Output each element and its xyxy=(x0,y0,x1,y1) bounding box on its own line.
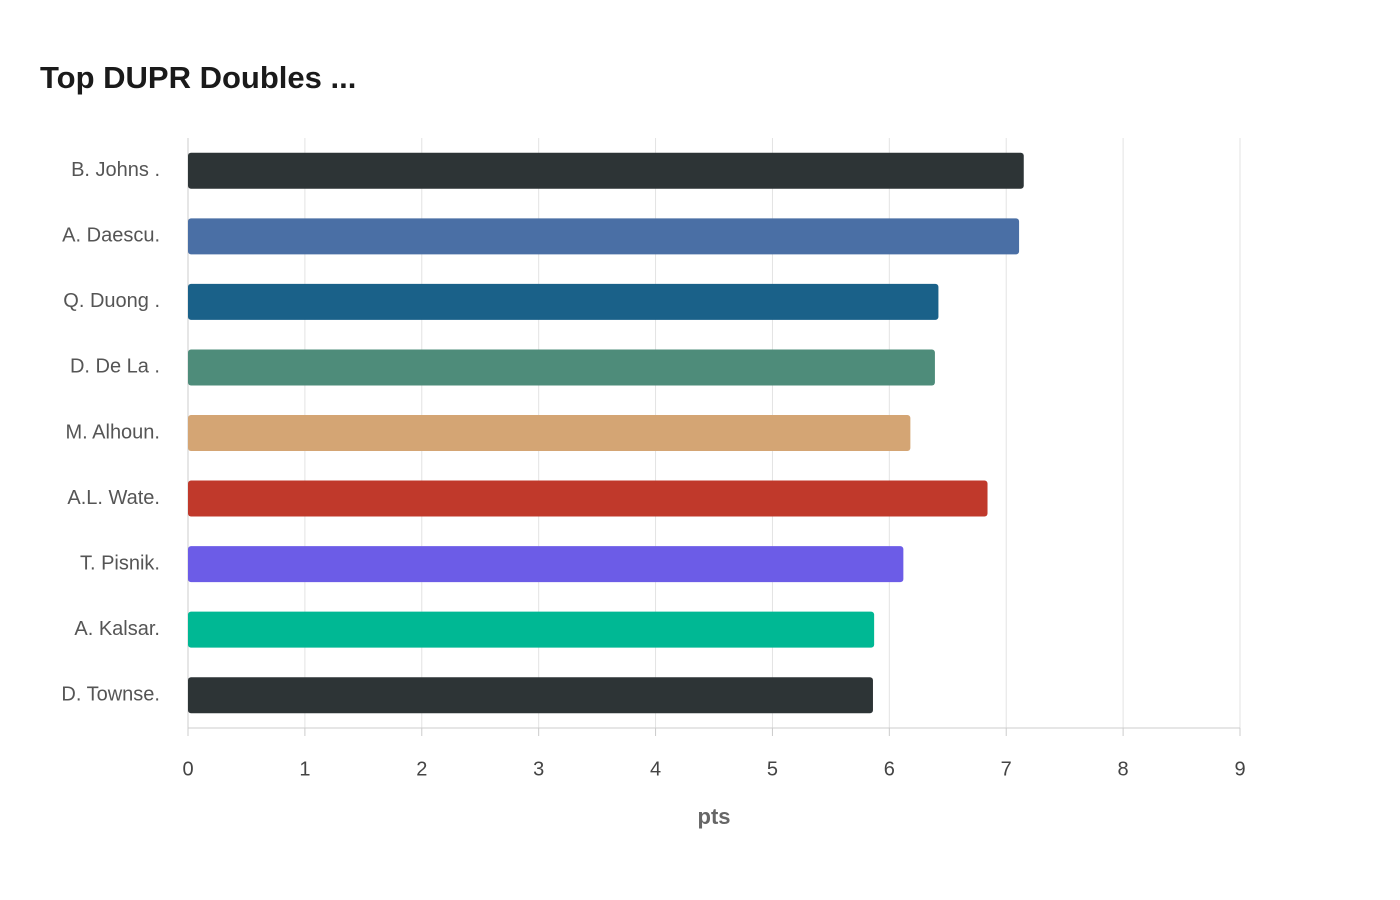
bar xyxy=(188,349,935,386)
y-tick-label: M. Alhoun. xyxy=(65,421,160,443)
x-tick-label: 9 xyxy=(1234,758,1245,780)
bar xyxy=(188,611,875,648)
x-tick-label: 1 xyxy=(299,758,310,780)
chart-title: Top DUPR Doubles ... xyxy=(40,60,356,95)
x-tick-label: 4 xyxy=(650,758,661,780)
bar xyxy=(188,480,988,517)
x-tick-label: 0 xyxy=(182,758,193,780)
bar xyxy=(188,218,1020,255)
bar xyxy=(188,415,911,451)
y-tick-label: D. Townse. xyxy=(61,684,160,706)
x-tick-label: 6 xyxy=(884,758,895,780)
y-tick-label: A.L. Wate. xyxy=(67,487,160,509)
y-tick-label: T. Pisnik. xyxy=(80,552,160,574)
y-tick-label: A. Kalsar. xyxy=(74,618,160,640)
bar xyxy=(188,677,873,714)
x-axis-label: pts xyxy=(698,804,731,829)
x-tick-label: 8 xyxy=(1118,758,1129,780)
x-tick-label: 3 xyxy=(533,758,544,780)
y-tick-label: Q. Duong . xyxy=(63,290,160,312)
y-tick-label: B. Johns . xyxy=(71,159,160,181)
bar xyxy=(188,152,1024,189)
x-tick-label: 5 xyxy=(767,758,778,780)
x-tick-label: 2 xyxy=(416,758,427,780)
x-tick-label: 7 xyxy=(1001,758,1012,780)
y-tick-label: A. Daescu. xyxy=(62,225,160,247)
bar xyxy=(188,283,939,320)
y-tick-label: D. De La . xyxy=(70,356,160,378)
bar xyxy=(188,546,904,583)
